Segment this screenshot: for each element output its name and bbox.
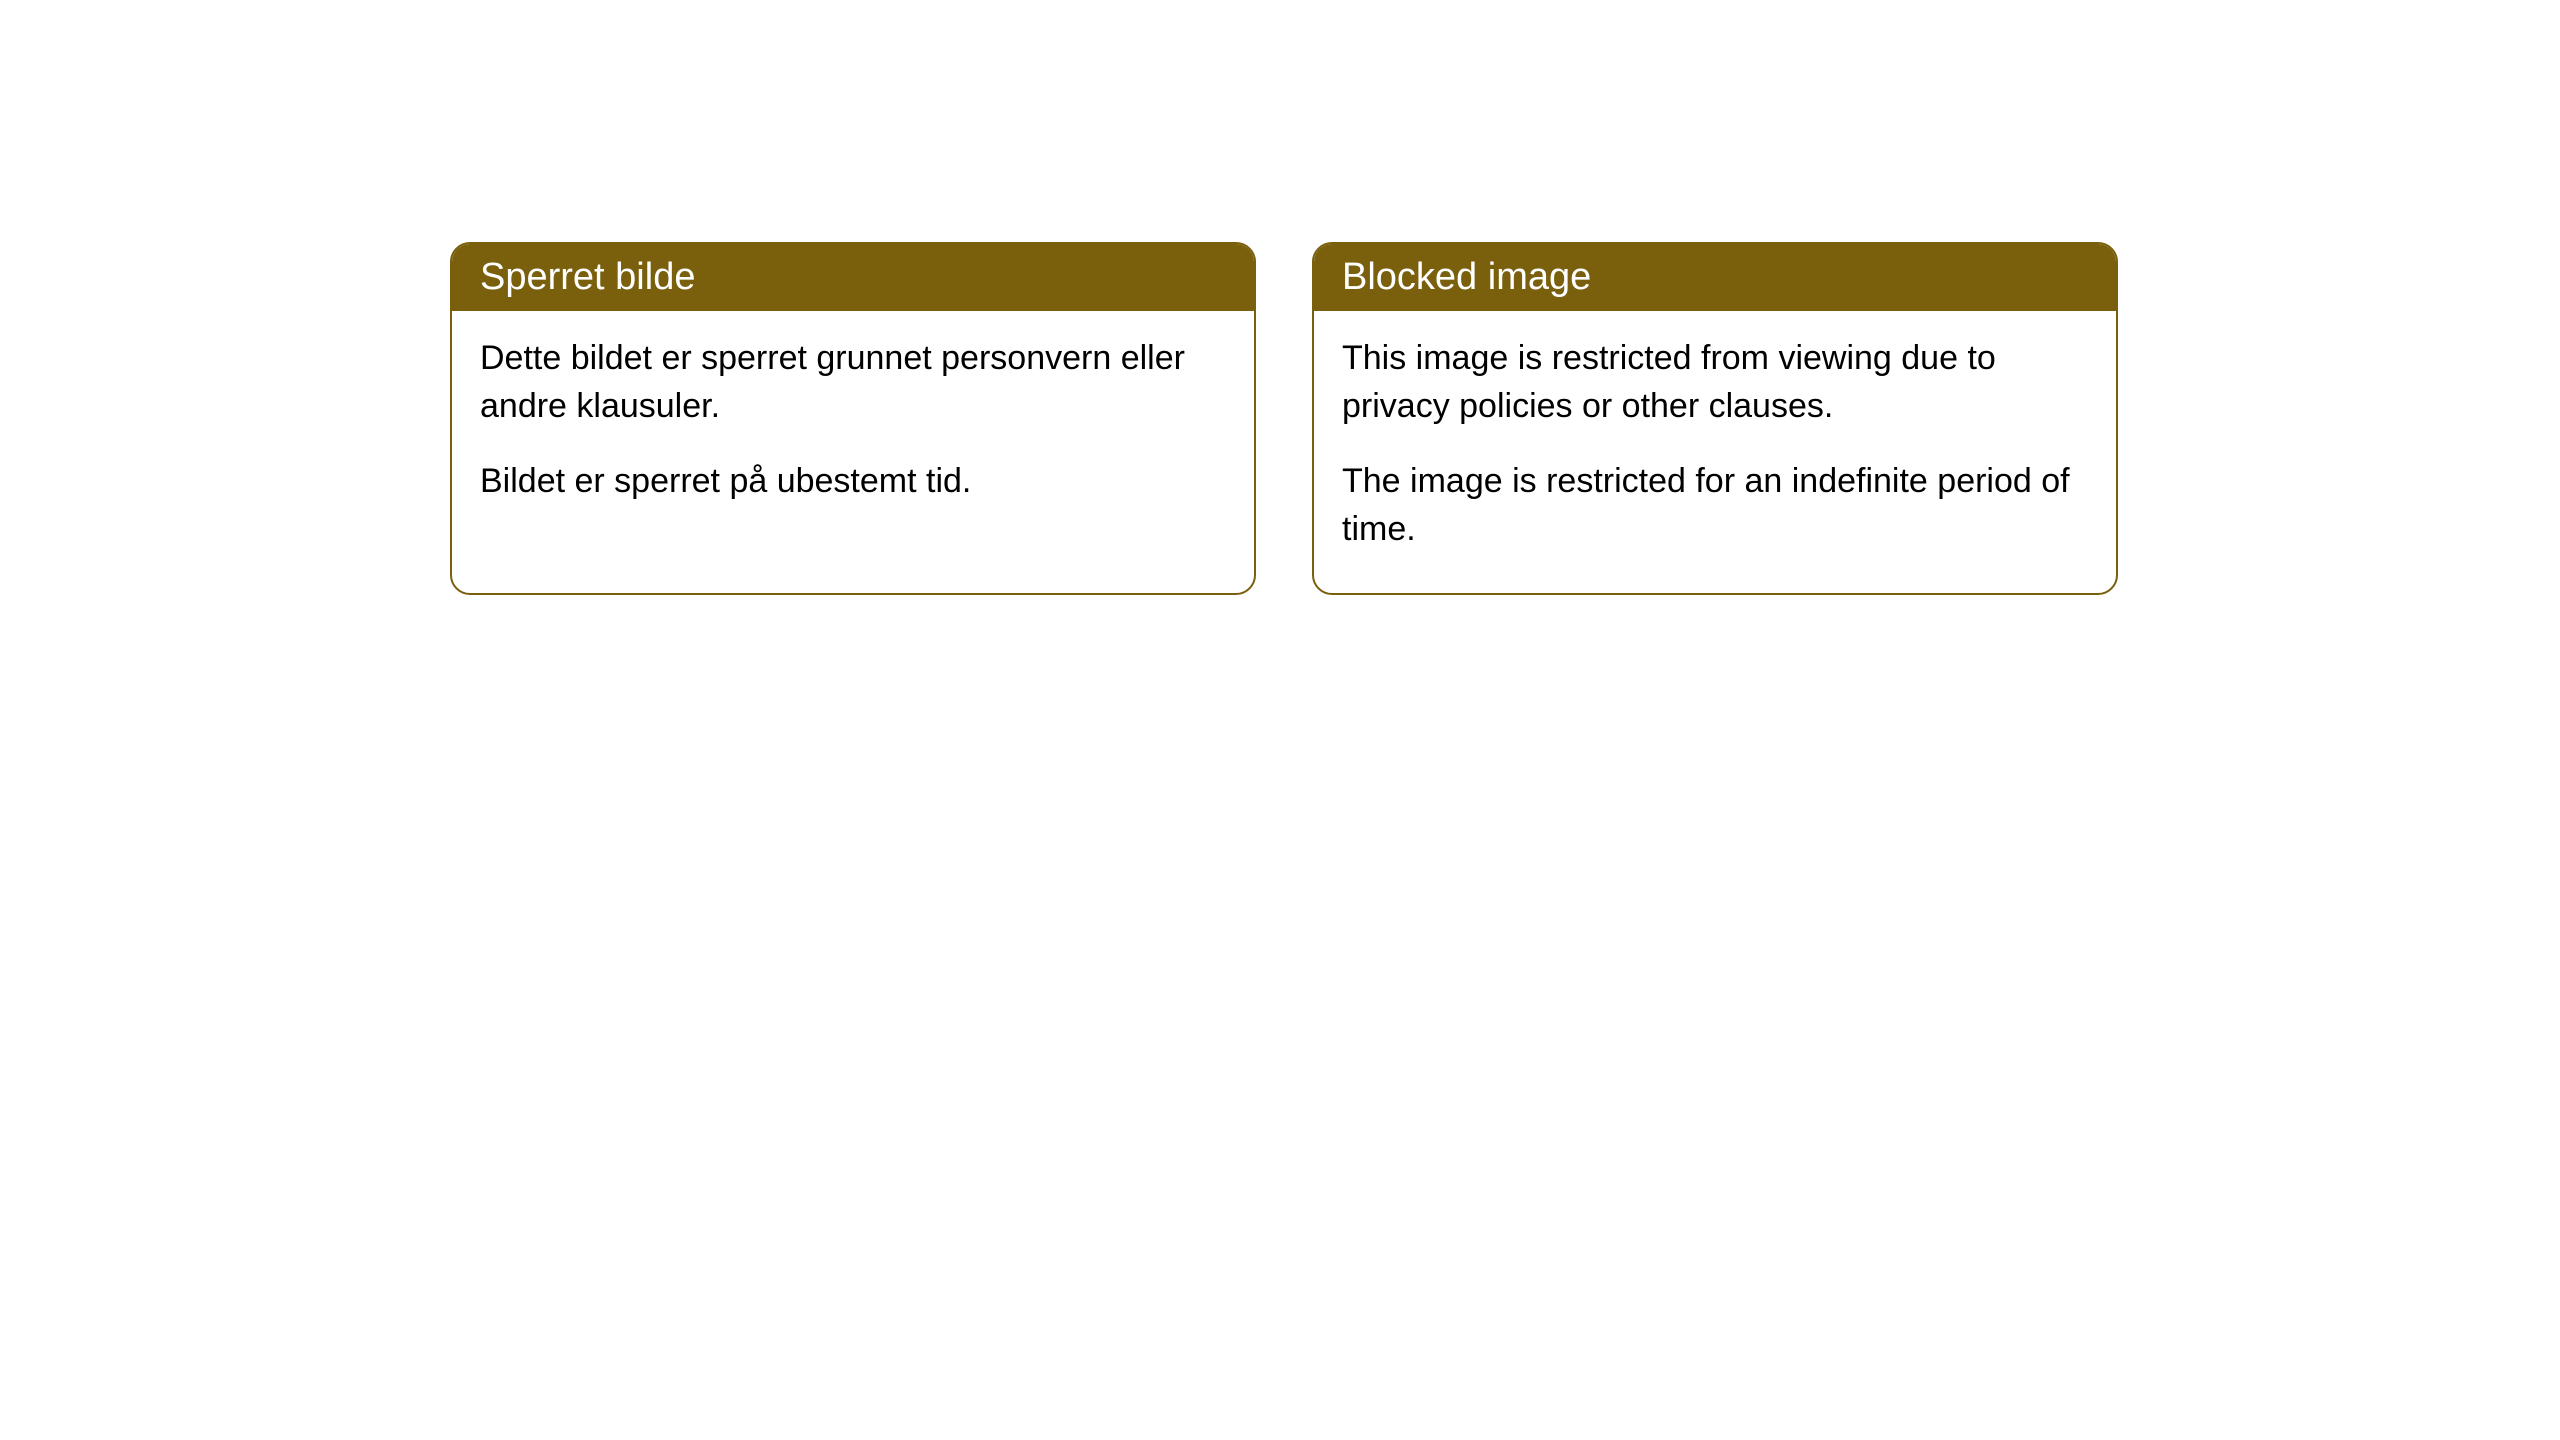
card-body: Dette bildet er sperret grunnet personve… xyxy=(452,311,1254,546)
card-title: Blocked image xyxy=(1342,256,1591,298)
card-paragraph: This image is restricted from viewing du… xyxy=(1342,335,2088,430)
card-body: This image is restricted from viewing du… xyxy=(1314,311,2116,593)
blocked-image-card-english: Blocked image This image is restricted f… xyxy=(1312,242,2118,595)
card-paragraph: Dette bildet er sperret grunnet personve… xyxy=(480,335,1226,430)
cards-container: Sperret bilde Dette bildet er sperret gr… xyxy=(0,0,2560,595)
card-paragraph: The image is restricted for an indefinit… xyxy=(1342,458,2088,553)
card-paragraph: Bildet er sperret på ubestemt tid. xyxy=(480,458,1226,506)
card-title: Sperret bilde xyxy=(480,256,695,298)
card-header: Blocked image xyxy=(1314,244,2116,311)
card-header: Sperret bilde xyxy=(452,244,1254,311)
blocked-image-card-norwegian: Sperret bilde Dette bildet er sperret gr… xyxy=(450,242,1256,595)
